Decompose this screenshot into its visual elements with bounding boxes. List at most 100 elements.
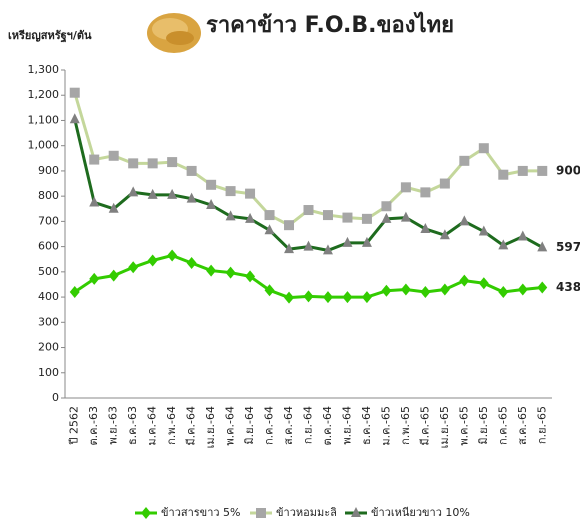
data-point [226, 267, 236, 279]
x-tick-label: ธ.ค.-64 [360, 406, 373, 445]
x-tick-label: ก.พ.-65 [399, 406, 412, 445]
data-point [167, 157, 177, 167]
data-point [304, 205, 314, 215]
data-point [381, 285, 391, 297]
data-point [167, 249, 177, 261]
data-point [284, 292, 294, 304]
x-tick-label: ปี 2562 [68, 406, 81, 446]
data-point [479, 143, 489, 153]
legend-marker [256, 508, 266, 518]
x-tick-label: ม.ค.-64 [146, 406, 159, 446]
data-point [245, 189, 255, 199]
y-tick-label: 700 [38, 214, 59, 227]
x-tick-label: มี.ค.-64 [185, 406, 198, 446]
data-point [284, 220, 294, 230]
y-tick-label: 1,300 [28, 63, 60, 76]
data-point [420, 187, 430, 197]
data-point [459, 156, 469, 166]
data-point [89, 155, 99, 165]
data-point [518, 166, 528, 176]
x-tick-label: ก.ค.-64 [263, 406, 276, 445]
data-point [70, 88, 80, 98]
chart-title: ราคาข้าว F.O.B.ของไทย [206, 11, 454, 38]
data-point [128, 158, 138, 168]
x-tick-label: มี.ค.-65 [418, 406, 431, 446]
data-point [401, 182, 411, 192]
data-point [420, 286, 430, 298]
x-tick-label: ต.ค.-63 [87, 406, 100, 445]
data-point [70, 113, 80, 123]
y-tick-label: 400 [38, 290, 59, 303]
end-value-label: 900 [556, 163, 580, 177]
data-point [304, 290, 314, 302]
x-tick-label: มิ.ย.-65 [477, 406, 490, 445]
y-tick-label: 800 [38, 189, 59, 202]
data-point [537, 166, 547, 176]
rice-icon [147, 13, 201, 53]
data-point [70, 286, 80, 298]
y-tick-label: 200 [38, 341, 59, 354]
y-tick-label: 900 [38, 164, 59, 177]
data-point [89, 273, 99, 285]
data-point [206, 265, 216, 277]
data-point [537, 281, 547, 293]
data-point [518, 231, 528, 241]
data-point [187, 257, 197, 269]
legend-label: ข้าวเหนียวขาว 10% [371, 506, 470, 519]
data-point [362, 291, 372, 303]
x-tick-label: ก.พ.-64 [165, 406, 178, 445]
y-tick-label: 1,000 [28, 139, 60, 152]
y-tick-label: 600 [38, 240, 59, 253]
x-tick-label: พ.ค.-64 [224, 406, 237, 446]
y-tick-label: 1,200 [28, 88, 60, 101]
data-point [362, 214, 372, 224]
x-tick-label: พ.ค.-65 [457, 406, 470, 446]
chart: เหรียญสหรัฐฯ/ตัน ราคาข้าว F.O.B.ของไทย 0… [0, 0, 580, 524]
data-point [479, 277, 489, 289]
legend-label: ข้าวสารขาว 5% [161, 506, 241, 519]
data-point [342, 291, 352, 303]
y-tick-label: 500 [38, 265, 59, 278]
end-value-label: 438 [556, 280, 580, 294]
data-point [342, 213, 352, 223]
data-point [440, 284, 450, 296]
data-point [89, 196, 99, 206]
x-tick-label: พ.ย.-63 [107, 406, 120, 445]
data-point [323, 210, 333, 220]
x-tick-label: ก.ย.-64 [302, 406, 315, 444]
x-tick-label: ส.ค.-65 [516, 406, 529, 445]
x-tick-label: ก.ย.-65 [535, 406, 548, 444]
y-tick-label: 0 [52, 391, 59, 404]
x-tick-label: ส.ค.-64 [282, 406, 295, 445]
x-tick-label: ต.ค.-64 [321, 406, 334, 445]
y-tick-label: 100 [38, 366, 59, 379]
y-axis-unit: เหรียญสหรัฐฯ/ตัน [8, 29, 92, 43]
end-value-label: 597 [556, 240, 580, 254]
x-tick-label: มิ.ย.-64 [243, 406, 256, 445]
y-tick-label: 1,100 [28, 113, 60, 126]
data-point [109, 270, 119, 282]
data-point [187, 166, 197, 176]
x-tick-label: พ.ย.-64 [340, 406, 353, 445]
y-tick-label: 300 [38, 315, 59, 328]
x-tick-label: ม.ค.-65 [379, 406, 392, 446]
data-point [148, 158, 158, 168]
data-point [265, 210, 275, 220]
data-point [381, 201, 391, 211]
data-point [148, 254, 158, 266]
data-point [206, 180, 216, 190]
data-point [401, 284, 411, 296]
series-line [75, 119, 543, 250]
data-point [459, 275, 469, 287]
x-tick-label: ก.ค.-65 [496, 406, 509, 445]
x-tick-label: เม.ย.-64 [204, 406, 217, 448]
legend-marker [141, 507, 151, 519]
data-point [518, 284, 528, 296]
data-point [459, 215, 469, 225]
data-point [128, 261, 138, 273]
x-tick-label: เม.ย.-65 [438, 406, 451, 448]
x-tick-label: ธ.ค.-63 [126, 406, 139, 445]
legend-label: ข้าวหอมมะลิ [276, 506, 337, 519]
data-point [498, 170, 508, 180]
data-point [323, 291, 333, 303]
